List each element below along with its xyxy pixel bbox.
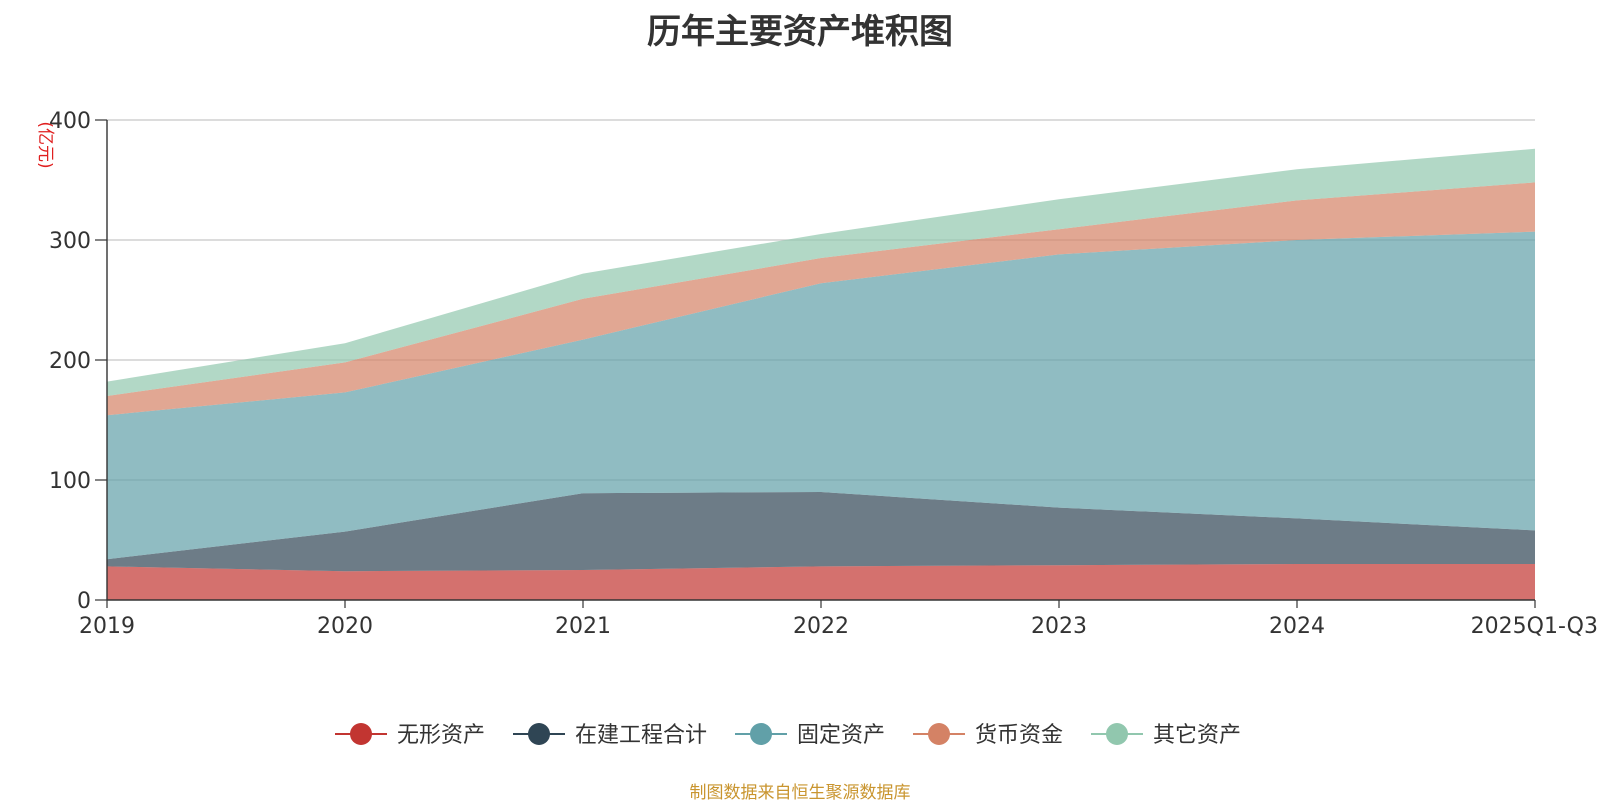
x-tick-label: 2023: [1031, 614, 1087, 639]
legend: 无形资产 在建工程合计 固定资产 货币资金 其它资产: [335, 723, 1241, 748]
x-tick-label: 2019: [79, 614, 135, 639]
y-tick-label: 300: [49, 229, 91, 254]
axes: 0 100 200 300 400 2019 2020 2021 2022 2023 2024 202…: [49, 109, 1598, 639]
x-tick-label: 2025Q1-Q3: [1471, 614, 1598, 639]
y-tick-label: 0: [77, 589, 91, 614]
x-tick-label: 2021: [555, 614, 611, 639]
y-tick-label: 200: [49, 349, 91, 374]
legend-item-3: 固定资产: [735, 723, 885, 748]
chart-title: 历年主要资产堆积图: [647, 12, 953, 52]
source-note: 制图数据来自恒生聚源数据库: [689, 783, 911, 803]
legend-marker: [1106, 723, 1128, 745]
legend-item-5: 其它资产: [1091, 723, 1241, 748]
x-tick-label: 2020: [317, 614, 373, 639]
area-series-3: [107, 231, 1535, 560]
legend-item-1: 无形资产: [335, 723, 485, 748]
legend-marker: [928, 723, 950, 745]
x-tick-label: 2024: [1269, 614, 1325, 639]
legend-marker: [350, 723, 372, 745]
y-tick-label: 400: [49, 109, 91, 134]
legend-marker: [528, 723, 550, 745]
y-tick-label: 100: [49, 469, 91, 494]
legend-label: 其它资产: [1153, 723, 1241, 748]
stacked-areas: [107, 148, 1535, 600]
x-tick-label: 2022: [793, 614, 849, 639]
legend-label: 无形资产: [397, 723, 485, 748]
legend-item-2: 在建工程合计: [513, 723, 707, 748]
legend-label: 固定资产: [797, 723, 885, 748]
legend-marker: [750, 723, 772, 745]
legend-label: 货币资金: [975, 723, 1063, 748]
legend-label: 在建工程合计: [575, 723, 707, 748]
y-axis-unit-label: (亿元): [35, 121, 55, 168]
area-series-1: [107, 564, 1535, 600]
area-series-2: [107, 492, 1535, 572]
area-series-5: [107, 148, 1535, 396]
area-series-4: [107, 182, 1535, 416]
legend-item-4: 货币资金: [913, 723, 1063, 748]
